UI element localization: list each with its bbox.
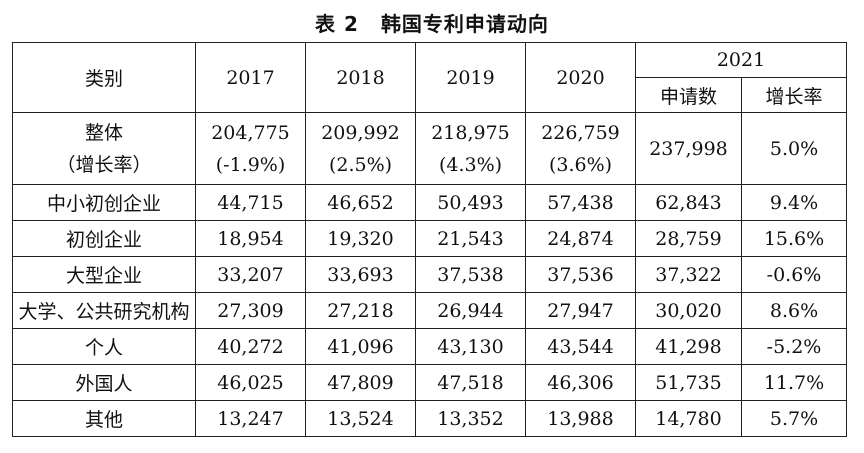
table-cell: 41,298: [635, 328, 742, 365]
table-cell: 37,322: [635, 256, 742, 293]
header-year-2021: 2021: [634, 42, 848, 78]
header-row: 类别 2017 2018 2019 2020 2021: [12, 42, 848, 113]
table-cell: 47,809: [305, 364, 416, 401]
table-cell: 43,544: [525, 328, 636, 365]
table-cell: 40,272: [195, 328, 306, 365]
table-number: 表 2: [315, 12, 359, 36]
table-cell: -5.2%: [740, 328, 848, 365]
table-cell: 57,438: [525, 184, 636, 221]
table-caption: 韩国专利申请动向: [380, 12, 549, 36]
table-cell: 218,975 (4.3%): [415, 112, 526, 185]
table-cell: 27,218: [305, 292, 416, 329]
table-cell: 209,992 (2.5%): [305, 112, 416, 185]
table-cell: 46,306: [525, 364, 636, 401]
table-cell: 11.7%: [740, 364, 848, 401]
cell-value: 209,992: [321, 121, 400, 144]
row-label: 其他: [12, 400, 196, 437]
table-cell: 33,207: [195, 256, 306, 293]
table-cell: 30,020: [635, 292, 742, 329]
subheader-growth: 增长率: [740, 77, 848, 113]
header-year: 2018: [305, 42, 416, 113]
table-title: 表 2 韩国专利申请动向: [0, 8, 864, 37]
table-cell: 62,843: [635, 184, 742, 221]
subheader-row: 申请数 增长率: [13, 77, 848, 113]
table-cell: 47,518: [415, 364, 526, 401]
table-row: 整体 （增长率） 204,775 (-1.9%) 209,992 (2.5%) 21…: [12, 112, 848, 185]
row-label-line: （增长率）: [56, 153, 152, 176]
table-body: 中小初创企业 44,715 46,652 50,493 57,438 62,843 9.4%…: [12, 184, 848, 437]
table-cell: 24,874: [525, 220, 636, 257]
row-label: 中小初创企业: [12, 184, 196, 221]
row-label: 整体 （增长率）: [12, 112, 196, 185]
header-category: 类别: [12, 42, 196, 113]
table-cell: 5.7%: [740, 400, 848, 437]
table-cell: 13,524: [305, 400, 416, 437]
row-label: 个人: [12, 328, 196, 365]
table-row: 个人 40,272 41,096 43,130 43,544 41,298 -5.2%: [12, 328, 848, 365]
table-cell: 13,352: [415, 400, 526, 437]
table-row: 中小初创企业 44,715 46,652 50,493 57,438 62,843 9.4%: [12, 184, 848, 221]
row-label: 大型企业: [12, 256, 196, 293]
cell-growth: (-1.9%): [215, 153, 286, 176]
table-cell: -0.6%: [740, 256, 848, 293]
patent-table: 类别 2017 2018 2019 2020 2021 申请数 增长率 整体 （…: [12, 42, 848, 437]
table-cell: 18,954: [195, 220, 306, 257]
cell-value: 218,975: [431, 121, 510, 144]
table-cell: 50,493: [415, 184, 526, 221]
table-cell: 46,025: [195, 364, 306, 401]
table-cell: 237,998: [635, 112, 742, 185]
table-cell: 19,320: [305, 220, 416, 257]
cell-growth: (3.6%): [548, 153, 613, 176]
table-cell: 44,715: [195, 184, 306, 221]
cell-growth: (2.5%): [328, 153, 393, 176]
table-cell: 8.6%: [740, 292, 848, 329]
cell-value: 204,775: [211, 121, 290, 144]
table-cell: 5.0%: [740, 112, 848, 185]
table-cell: 13,247: [195, 400, 306, 437]
table-row: 大型企业 33,207 33,693 37,538 37,536 37,322 -0.6%: [12, 256, 848, 293]
cell-value: 226,759: [541, 121, 620, 144]
header-year: 2020: [525, 42, 636, 113]
header-year: 2019: [415, 42, 526, 113]
table-cell: 9.4%: [740, 184, 848, 221]
cell-growth: (4.3%): [438, 153, 503, 176]
table-cell: 33,693: [305, 256, 416, 293]
table-cell: 28,759: [635, 220, 742, 257]
table-row: 其他 13,247 13,524 13,352 13,988 14,780 5.7%: [12, 400, 848, 437]
table-cell: 26,944: [415, 292, 526, 329]
table-cell: 51,735: [635, 364, 742, 401]
table-cell: 46,652: [305, 184, 416, 221]
table-cell: 41,096: [305, 328, 416, 365]
table-row: 外国人 46,025 47,809 47,518 46,306 51,735 11.7%: [12, 364, 848, 401]
table-cell: 27,947: [525, 292, 636, 329]
table-cell: 37,538: [415, 256, 526, 293]
table-cell: 43,130: [415, 328, 526, 365]
table-cell: 21,543: [415, 220, 526, 257]
subheader-applications: 申请数: [635, 77, 742, 113]
row-label: 外国人: [12, 364, 196, 401]
table-cell: 14,780: [635, 400, 742, 437]
table-cell: 13,988: [525, 400, 636, 437]
table-row: 大学、公共研究机构 27,309 27,218 26,944 27,947 30,020 8…: [12, 292, 848, 329]
table-cell: 15.6%: [740, 220, 848, 257]
row-label: 初创企业: [12, 220, 196, 257]
table-cell: 27,309: [195, 292, 306, 329]
row-label: 大学、公共研究机构: [12, 292, 196, 329]
table-row: 初创企业 18,954 19,320 21,543 24,874 28,759 15.6%: [12, 220, 848, 257]
header-year: 2017: [195, 42, 306, 113]
table-cell: 226,759 (3.6%): [525, 112, 636, 185]
table-cell: 37,536: [525, 256, 636, 293]
table-cell: 204,775 (-1.9%): [195, 112, 306, 185]
row-label-line: 整体: [84, 121, 123, 144]
